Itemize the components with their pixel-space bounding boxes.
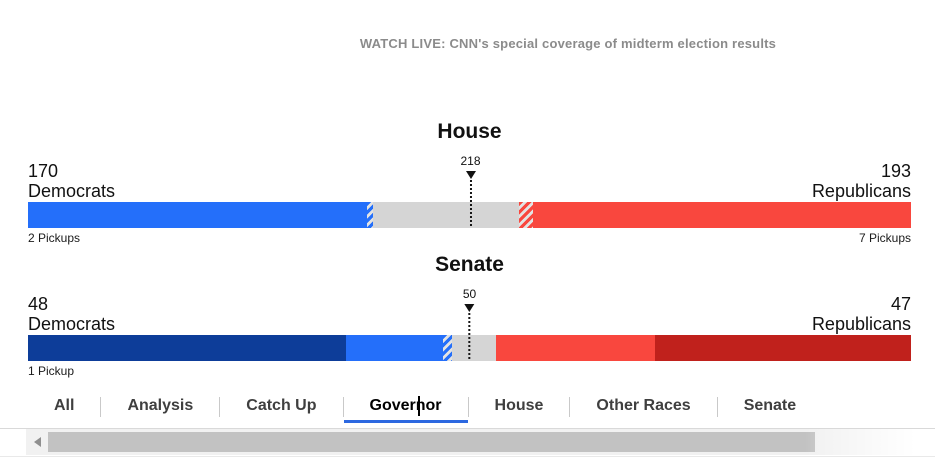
tab-separator [100, 396, 102, 417]
bar-segment-undecided [451, 335, 496, 361]
left-triangle-icon [33, 437, 41, 447]
bar-segment-republicans-won [533, 202, 911, 228]
tab-separator [569, 396, 571, 417]
senate-majority-number: 50 [462, 287, 477, 301]
tab-catch-up[interactable]: Catch Up [246, 397, 317, 414]
house-democrats-count-block: 170 Democrats [28, 161, 115, 201]
bar-segment-republicans-holdover [654, 335, 911, 361]
senate-democrats-pickups: 1 Pickup [28, 364, 75, 378]
watch-live-banner[interactable]: WATCH LIVE: CNN's special coverage of mi… [359, 36, 777, 51]
house-republicans-label: Republicans [811, 181, 911, 201]
bar-segment-democrats-won [345, 335, 443, 361]
bar-segment-republicans-won [495, 335, 655, 361]
horizontal-scrollbar-thumb[interactable] [48, 432, 815, 452]
house-republicans-pickups: 7 Pickups [858, 231, 911, 245]
page-bottom-border [0, 456, 935, 457]
tab-separator [467, 396, 469, 417]
senate-democrats-count: 48 [28, 294, 49, 314]
senate-section: Senate 50 48 Democrats 47 Republicans 1 … [0, 253, 935, 383]
house-democrats-label: Democrats [28, 181, 116, 201]
bar-segment-democrats-won [28, 202, 367, 228]
text-caret [417, 396, 420, 416]
bar-segment-democrats-leading [366, 202, 374, 228]
house-republicans-count: 193 [880, 161, 911, 181]
majority-triangle-icon [464, 304, 475, 312]
scrollbar-top-border [0, 428, 935, 429]
race-type-tabbar: All Analysis Catch Up Governor House Oth… [28, 390, 822, 423]
bar-segment-democrats-holdover [28, 335, 346, 361]
tab-senate[interactable]: Senate [743, 397, 797, 414]
house-democrats-count: 170 [28, 161, 59, 181]
tab-governor-label: Governor [369, 397, 442, 414]
senate-title: Senate [435, 253, 504, 276]
senate-republicans-count: 47 [890, 294, 911, 314]
tab-house[interactable]: House [494, 397, 544, 414]
senate-republicans-count-block: 47 Republicans [812, 294, 911, 334]
house-republicans-count-block: 193 Republicans [812, 161, 911, 201]
tab-separator [716, 396, 718, 417]
tab-all[interactable]: All [54, 397, 75, 414]
house-majority-number: 218 [460, 154, 481, 168]
senate-democrats-label: Democrats [28, 314, 116, 334]
tab-governor[interactable]: Governor [343, 390, 468, 423]
scroll-left-arrow-icon[interactable] [30, 429, 44, 455]
house-balance-bar [28, 202, 911, 228]
tab-other-races[interactable]: Other Races [596, 397, 691, 414]
tab-separator [219, 396, 221, 417]
senate-balance-bar [28, 335, 911, 361]
house-title: House [437, 120, 502, 143]
senate-democrats-count-block: 48 Democrats [28, 294, 115, 334]
majority-triangle-icon [465, 171, 476, 179]
bar-segment-republicans-leading [519, 202, 534, 228]
tab-analysis[interactable]: Analysis [127, 397, 194, 414]
tabbar-right-fade [825, 388, 935, 424]
house-section: House 218 170 Democrats 193 Republicans … [0, 120, 935, 250]
bar-segment-democrats-leading [443, 335, 452, 361]
bar-segment-undecided [373, 202, 520, 228]
senate-republicans-label: Republicans [811, 314, 911, 334]
tab-separator [342, 396, 344, 417]
house-democrats-pickups: 2 Pickups [28, 231, 81, 245]
